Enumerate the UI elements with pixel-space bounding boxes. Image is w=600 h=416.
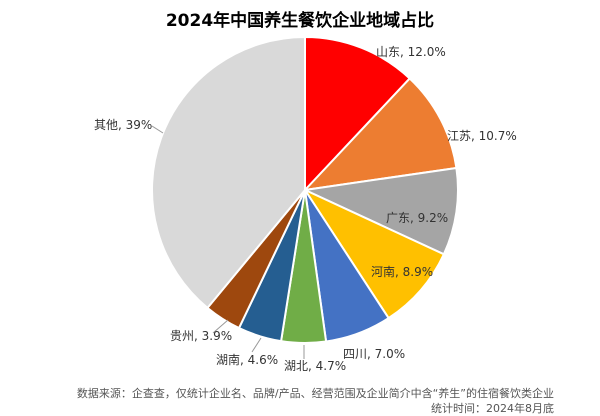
pie-slices [151, 35, 459, 344]
data-label-山东: 山东, 12.0% [376, 45, 446, 59]
leader-lines [151, 125, 305, 359]
pie-slice-广东 [301, 166, 459, 256]
time-note: 统计时间：2024年8月底 [431, 402, 554, 415]
pie-slice-其他 [151, 35, 306, 310]
slice-labels: 山东, 12.0% 江苏, 10.7% 广东, 9.2% 河南, 8.9% 四川, 7.… [94, 45, 517, 373]
data-label-贵州: 贵州, 3.9% [170, 329, 232, 343]
leader-line-其他 [151, 125, 164, 134]
leader-line-湖南 [251, 337, 262, 353]
data-label-广东: 广东, 9.2% [386, 211, 448, 225]
data-label-其他: 其他, 39% [94, 118, 152, 132]
chart-title: 2024年中国养生餐饮企业地域占比 [165, 11, 435, 31]
pie-slice-河南 [302, 187, 446, 320]
data-label-湖南: 湖南, 4.6% [216, 352, 278, 367]
data-label-河南: 河南, 8.9% [371, 264, 433, 279]
data-label-四川: 四川, 7.0% [343, 347, 405, 361]
pie-slice-山东 [304, 35, 412, 193]
data-label-江苏: 江苏, 10.7% [447, 129, 517, 143]
source-note: 数据来源：企查查，仅统计企业名、品牌/产品、经营范围及企业简介中含“养生”的住宿… [76, 387, 554, 400]
pie-slice-江苏 [302, 77, 458, 192]
leader-line-贵州 [212, 319, 229, 334]
data-label-湖北: 湖北, 4.7% [284, 358, 346, 373]
